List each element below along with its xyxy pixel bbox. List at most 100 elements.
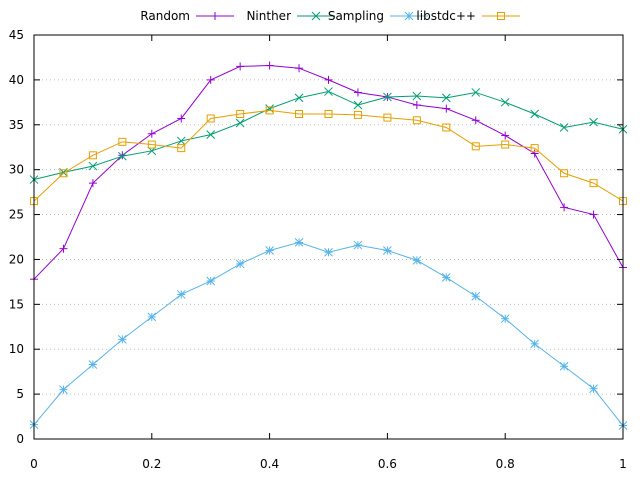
data-point [353, 100, 363, 110]
marker-stroke [311, 11, 321, 21]
marker-stroke [589, 117, 598, 127]
marker-stroke [383, 92, 392, 102]
marker-stroke [324, 87, 333, 96]
data-point [324, 87, 333, 96]
x-tick-label: 0.4 [260, 457, 279, 471]
y-tick-label: 45 [9, 28, 24, 42]
axes: 0 5 10 15 20 25 30 35 40 45 0 0.2 0.4 0.6 0.8 1 [9, 28, 627, 471]
marker-stroke [471, 291, 481, 301]
data-point [589, 117, 598, 127]
marker-stroke [500, 97, 510, 107]
data-point [88, 151, 97, 160]
marker-stroke [353, 240, 363, 250]
data-point [530, 339, 540, 349]
series-layer [29, 61, 628, 430]
data-point [324, 247, 333, 257]
marker-stroke [500, 314, 510, 324]
data-point [353, 240, 363, 250]
data-point [265, 246, 274, 255]
marker-stroke [294, 238, 304, 247]
data-point [177, 144, 186, 153]
data-point [560, 169, 569, 178]
x-tick-label: 1 [619, 457, 627, 471]
data-point [117, 151, 127, 161]
data-point [118, 137, 127, 146]
legend-marker [211, 12, 219, 20]
marker-stroke [559, 361, 569, 371]
data-point [177, 114, 186, 123]
marker-stroke [206, 276, 216, 286]
marker-stroke [404, 11, 414, 21]
series-ninther [29, 87, 628, 184]
data-point [294, 93, 304, 103]
data-point [295, 64, 304, 73]
legend-item: Ninther [246, 9, 335, 23]
series-line [33, 91, 624, 181]
data-point [206, 114, 215, 123]
data-point [206, 75, 215, 84]
y-tick-label: 0 [16, 432, 24, 446]
data-point [353, 88, 362, 97]
data-point [324, 75, 333, 84]
y-tick-label: 35 [9, 118, 24, 132]
series-line [33, 109, 624, 202]
marker-stroke [265, 104, 274, 113]
legend-item: Sampling [328, 9, 428, 23]
data-point [412, 255, 422, 265]
marker-stroke [383, 246, 392, 255]
marker-stroke [589, 384, 598, 394]
data-point [88, 360, 98, 369]
data-point [383, 246, 392, 255]
legend-item: Random [140, 9, 234, 23]
x-tick-label: 0.2 [142, 457, 161, 471]
series-random [30, 61, 627, 284]
data-point [471, 142, 480, 151]
marker-stroke [412, 255, 422, 265]
data-point [412, 101, 421, 110]
legend-label: Ninther [246, 9, 291, 23]
marker-stroke [471, 88, 481, 97]
data-point [295, 110, 304, 119]
data-point [412, 116, 421, 125]
marker-stroke [441, 273, 451, 282]
data-point [589, 210, 598, 219]
data-point [176, 136, 186, 146]
series-line [33, 241, 624, 426]
marker-stroke [235, 118, 245, 128]
legend-label: Random [140, 9, 190, 23]
data-point [471, 291, 481, 301]
marker-stroke [530, 339, 540, 349]
y-tick-label: 5 [16, 387, 24, 401]
data-point [412, 91, 422, 101]
data-point [501, 131, 510, 140]
data-point [235, 118, 245, 128]
x-tick-label: 0.8 [496, 457, 515, 471]
data-point [559, 361, 569, 371]
data-point [206, 130, 216, 140]
data-point [471, 88, 481, 97]
legend-item: libstdc++ [416, 9, 520, 23]
data-point [501, 140, 510, 149]
data-point [500, 314, 510, 324]
legend-marker [311, 11, 321, 21]
y-tick-label: 15 [9, 297, 24, 311]
series-sampling [29, 238, 628, 430]
legend-label: libstdc++ [416, 9, 476, 23]
data-point [530, 109, 540, 119]
marker-stroke [294, 93, 304, 103]
data-point [88, 179, 97, 188]
data-point [59, 169, 68, 178]
marker-stroke [176, 136, 186, 146]
marker-stroke [206, 130, 216, 140]
legend-marker [404, 11, 414, 21]
data-point [236, 62, 245, 71]
marker-stroke [88, 161, 98, 171]
data-point [589, 384, 598, 394]
series-line [33, 65, 624, 280]
legend-label: Sampling [328, 9, 384, 23]
marker-stroke [530, 109, 540, 119]
marker-stroke [559, 123, 569, 132]
x-tick-label: 0 [30, 457, 38, 471]
marker-stroke [176, 290, 186, 299]
